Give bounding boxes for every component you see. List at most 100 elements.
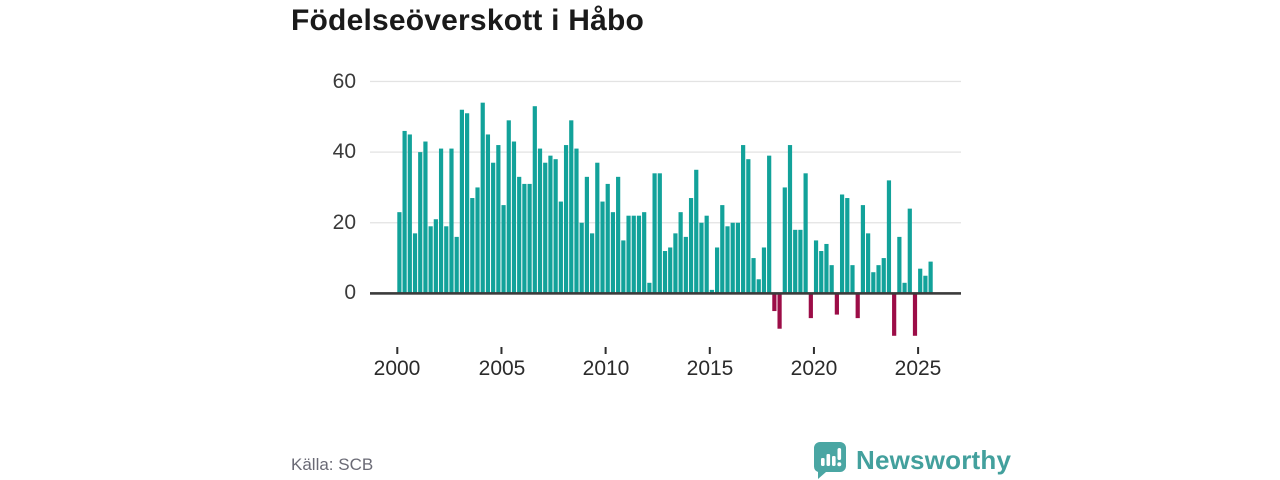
bar-2010-Q2	[610, 212, 616, 294]
bar-2024-Q2	[902, 282, 907, 294]
bar-2020-Q1	[813, 240, 819, 294]
bar-2001-Q3	[428, 226, 433, 294]
bar-2008-Q2	[569, 120, 574, 294]
bar-2018-Q4	[787, 145, 793, 294]
bar-2002-Q1	[438, 148, 444, 294]
bar-2017-Q1	[751, 258, 756, 294]
x-axis-label: 2005	[478, 357, 526, 380]
bar-2025-Q1	[918, 268, 923, 294]
bar-2007-Q4	[558, 201, 563, 294]
x-tick-mark	[708, 347, 711, 354]
bar-2005-Q1	[501, 205, 506, 294]
bar-2015-Q1	[709, 289, 714, 294]
bar-2019-Q2	[798, 229, 803, 294]
y-axis-label: 0	[344, 281, 356, 304]
bar-2009-Q4	[600, 201, 605, 294]
bar-2009-Q2	[589, 233, 595, 294]
x-tick-mark	[500, 347, 503, 354]
bar-2023-Q1	[876, 265, 881, 294]
bar-2004-Q2	[485, 134, 491, 294]
bar-2016-Q4	[746, 159, 751, 294]
newsworthy-speech-bubble-chart-icon	[814, 442, 846, 479]
bar-2014-Q1	[688, 198, 694, 294]
bar-2005-Q3	[511, 141, 517, 294]
gridline	[370, 222, 961, 224]
bar-2022-Q4	[871, 272, 876, 294]
bar-2006-Q4	[537, 148, 543, 294]
bar-2005-Q2	[506, 120, 511, 294]
bar-2025-Q2	[923, 275, 928, 294]
newsworthy-wordmark: Newsworthy	[856, 444, 1012, 475]
bar-2013-Q2	[673, 233, 678, 294]
x-tick-mark	[604, 347, 607, 354]
x-tick-mark	[812, 347, 815, 354]
x-axis-label: 2010	[582, 357, 630, 380]
bar-2020-Q3	[824, 243, 829, 294]
bar-2015-Q4	[725, 226, 730, 294]
bar-2014-Q2	[694, 169, 699, 294]
x-axis-line	[370, 292, 961, 295]
bar-2011-Q3	[636, 215, 642, 294]
gridline	[370, 80, 961, 83]
bar-2009-Q3	[595, 162, 600, 294]
bar-2004-Q1	[480, 102, 485, 294]
bar-2016-Q3	[741, 145, 746, 294]
bar-2011-Q2	[631, 215, 636, 294]
bar-2002-Q2	[444, 226, 449, 294]
y-axis-label: 60	[332, 70, 356, 93]
bar-2024-Q4	[912, 293, 918, 336]
bar-2025-Q3	[928, 261, 933, 294]
bar-2017-Q3	[761, 247, 767, 294]
bar-2015-Q2	[714, 247, 720, 294]
bar-2010-Q1	[605, 183, 610, 294]
bar-2015-Q3	[720, 205, 725, 294]
bar-2023-Q2	[881, 258, 886, 294]
bar-2017-Q4	[767, 155, 772, 294]
bar-2000-Q1	[397, 212, 402, 294]
bar-2019-Q4	[808, 293, 813, 319]
bar-2018-Q3	[782, 187, 787, 294]
bar-2008-Q4	[579, 222, 584, 294]
bar-2013-Q1	[668, 247, 673, 294]
bar-2011-Q1	[626, 215, 631, 294]
bar-2023-Q3	[886, 180, 892, 294]
bar-2005-Q4	[517, 176, 522, 294]
bar-2013-Q4	[683, 236, 688, 294]
page-title: Födelseöverskott i Håbo	[291, 4, 645, 37]
x-tick-mark	[396, 347, 399, 354]
bar-2003-Q1	[459, 109, 464, 294]
bar-2022-Q3	[866, 233, 871, 294]
bar-2001-Q2	[423, 141, 428, 294]
bar-2024-Q3	[907, 208, 912, 294]
bar-2001-Q1	[418, 152, 423, 294]
bar-2006-Q1	[522, 183, 527, 294]
bar-2018-Q2	[777, 293, 782, 329]
bar-2023-Q4	[892, 293, 897, 336]
bar-2002-Q3	[449, 148, 454, 294]
source-note: Källa: SCB	[291, 455, 374, 474]
bar-2017-Q2	[756, 279, 761, 294]
bar-2020-Q2	[819, 251, 824, 294]
bar-2007-Q3	[553, 159, 558, 294]
bar-2019-Q1	[793, 229, 798, 294]
bar-2000-Q3	[407, 134, 412, 294]
bar-2010-Q4	[621, 240, 626, 294]
bar-2007-Q1	[543, 162, 548, 294]
bar-2018-Q1	[772, 293, 777, 312]
bar-2019-Q3	[803, 173, 808, 294]
newsworthy-logo: Newsworthy	[813, 441, 1011, 479]
bar-2016-Q1	[730, 222, 735, 294]
gridline	[370, 151, 961, 153]
bar-2006-Q2	[527, 183, 532, 294]
bar-2004-Q4	[496, 145, 501, 294]
bar-2007-Q2	[548, 155, 553, 294]
bar-2016-Q2	[735, 222, 741, 294]
bar-2003-Q4	[475, 187, 480, 294]
bar-2004-Q3	[491, 162, 496, 294]
x-axis-label: 2015	[686, 357, 734, 380]
bar-2012-Q1	[647, 282, 652, 294]
x-axis-label: 2020	[790, 357, 838, 380]
bar-2000-Q4	[412, 233, 418, 294]
